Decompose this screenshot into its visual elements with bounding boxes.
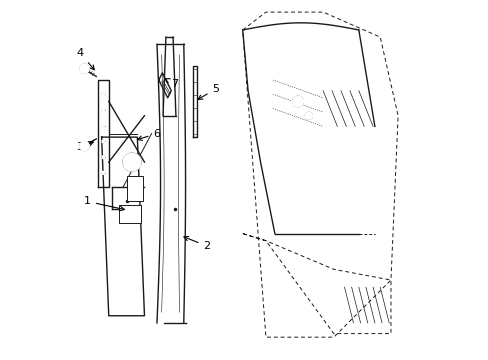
Circle shape bbox=[80, 141, 89, 151]
Bar bbox=[119, 205, 141, 223]
Circle shape bbox=[102, 109, 104, 111]
Text: 7: 7 bbox=[165, 78, 178, 89]
Text: 1: 1 bbox=[83, 197, 124, 211]
Circle shape bbox=[102, 140, 104, 143]
Circle shape bbox=[102, 124, 104, 127]
Circle shape bbox=[102, 93, 104, 96]
Bar bbox=[126, 176, 142, 202]
Circle shape bbox=[292, 96, 303, 107]
Circle shape bbox=[123, 153, 141, 171]
Circle shape bbox=[80, 64, 89, 73]
Text: 5: 5 bbox=[198, 84, 219, 99]
Circle shape bbox=[102, 156, 104, 158]
Text: 4: 4 bbox=[77, 48, 94, 70]
Text: 3: 3 bbox=[77, 141, 93, 152]
Circle shape bbox=[305, 112, 312, 119]
Text: 6: 6 bbox=[137, 129, 160, 140]
Circle shape bbox=[102, 171, 104, 174]
Text: 2: 2 bbox=[183, 237, 210, 251]
